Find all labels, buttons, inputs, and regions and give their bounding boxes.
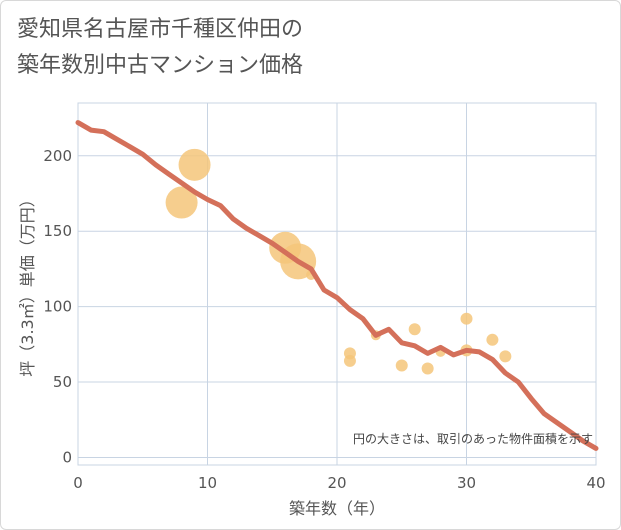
chart-title-line2: 築年数別中古マンション価格	[17, 53, 304, 78]
y-tick-labels: 0 50 100 150 200	[43, 147, 72, 467]
y-tick-label: 100	[43, 298, 72, 316]
x-tick-label: 0	[73, 474, 83, 492]
bubble-point	[395, 359, 408, 372]
x-tick-label: 30	[457, 474, 476, 492]
bubble-point	[408, 323, 421, 336]
bubble-series	[165, 148, 512, 375]
trend-line	[75, 120, 599, 451]
x-tick-label: 20	[327, 474, 346, 492]
bubble-point	[343, 354, 356, 367]
y-tick-label: 0	[62, 448, 72, 466]
bubble-point	[499, 350, 512, 363]
x-axis-label: 築年数（年）	[289, 499, 385, 518]
chart-title: 愛知県名古屋市千種区仲田の 築年数別中古マンション価格	[17, 12, 303, 84]
y-axis-label: 坪（3.3㎡）単価（万円）	[18, 191, 37, 376]
bubble-point	[486, 333, 499, 346]
bubble-point	[460, 312, 473, 325]
bubble-point	[165, 186, 198, 219]
bubble-point	[421, 362, 434, 375]
chart-title-line1: 愛知県名古屋市千種区仲田の	[17, 17, 304, 42]
trend-series	[75, 120, 599, 451]
bubble-point	[178, 148, 211, 181]
bubble-size-note: 円の大きさは、取引のあった物件面積を示す	[353, 431, 593, 446]
y-tick-label: 150	[43, 222, 72, 240]
y-tick-label: 200	[43, 147, 72, 165]
x-tick-label: 40	[586, 474, 605, 492]
y-tick-label: 50	[53, 373, 72, 391]
x-tick-label: 10	[198, 474, 217, 492]
x-tick-labels: 0 10 20 30 40	[73, 474, 605, 492]
